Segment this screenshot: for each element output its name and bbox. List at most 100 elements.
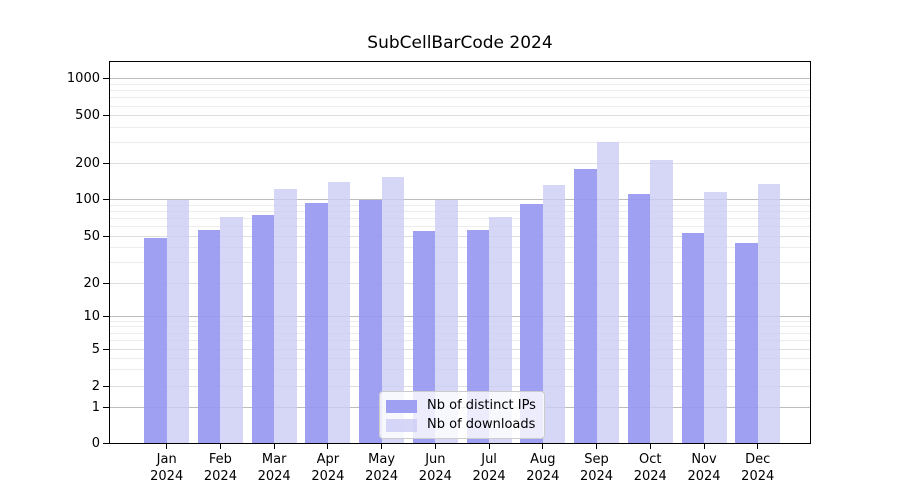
x-tick-month: Feb bbox=[208, 452, 232, 467]
bar-distinct-ips-oct bbox=[627, 194, 651, 443]
bar-downloads-oct bbox=[650, 160, 673, 443]
x-tick-label-mar: Mar 2024 bbox=[244, 451, 304, 485]
legend: Nb of distinct IPs Nb of downloads bbox=[379, 391, 545, 439]
grid-line bbox=[110, 340, 810, 342]
x-tick-year: 2024 bbox=[150, 469, 184, 484]
y-tick-mark bbox=[103, 78, 109, 80]
x-tick-year: 2024 bbox=[203, 469, 237, 484]
y-tick-label: 20 bbox=[83, 275, 100, 291]
legend-swatch-downloads bbox=[386, 418, 417, 432]
y-tick-mark bbox=[103, 282, 109, 284]
y-tick-label: 50 bbox=[83, 228, 100, 244]
grid-line bbox=[110, 349, 810, 350]
x-tick-label-sep: Sep 2024 bbox=[567, 451, 627, 485]
y-tick-mark bbox=[103, 115, 109, 117]
y-tick-mark bbox=[103, 385, 109, 387]
legend-label-downloads: Nb of downloads bbox=[427, 417, 536, 432]
grid-line bbox=[110, 235, 810, 237]
bar-distinct-ips-jun bbox=[412, 230, 436, 443]
x-tick-month: Sep bbox=[584, 452, 609, 467]
x-tick-month: Nov bbox=[691, 452, 717, 467]
grid-line bbox=[110, 199, 810, 201]
bar-distinct-ips-aug bbox=[520, 204, 543, 443]
x-tick-year: 2024 bbox=[257, 469, 291, 484]
legend-entry-distinct-ips: Nb of distinct IPs bbox=[386, 399, 538, 413]
x-tick-mark bbox=[381, 443, 383, 449]
legend-label-distinct-ips: Nb of distinct IPs bbox=[427, 398, 536, 413]
x-tick-month: Jun bbox=[425, 452, 446, 467]
bar-downloads-jan bbox=[166, 200, 190, 443]
y-tick-mark bbox=[103, 442, 109, 444]
grid-line bbox=[110, 315, 810, 317]
bar-downloads-may bbox=[381, 176, 405, 443]
grid-line bbox=[110, 84, 810, 86]
x-tick-month: Apr bbox=[316, 452, 340, 467]
x-tick-mark bbox=[703, 443, 705, 449]
x-tick-month: Aug bbox=[530, 452, 556, 467]
grid-line bbox=[110, 332, 810, 334]
x-tick-mark bbox=[219, 443, 221, 449]
legend-entry-downloads: Nb of downloads bbox=[386, 418, 538, 432]
bar-distinct-ips-may bbox=[359, 200, 382, 443]
y-tick-label: 100 bbox=[75, 192, 100, 208]
x-tick-label-jul: Jul 2024 bbox=[459, 451, 519, 485]
legend-swatch-distinct-ips bbox=[386, 399, 417, 413]
grid-line bbox=[110, 90, 810, 92]
x-tick-month: May bbox=[368, 452, 396, 467]
x-tick-mark bbox=[434, 443, 436, 449]
grid-line bbox=[110, 205, 810, 207]
y-tick-mark bbox=[103, 235, 109, 237]
grid-line bbox=[110, 357, 810, 359]
x-tick-year: 2024 bbox=[365, 469, 399, 484]
grid-line bbox=[110, 320, 810, 322]
x-tick-mark bbox=[166, 443, 168, 449]
bar-distinct-ips-jan bbox=[144, 237, 167, 443]
x-tick-month: Jan bbox=[156, 452, 177, 467]
grid-line bbox=[110, 226, 810, 228]
plot-area bbox=[109, 61, 811, 444]
y-tick-label: 200 bbox=[75, 155, 100, 171]
x-tick-month: Oct bbox=[639, 452, 662, 467]
x-tick-year: 2024 bbox=[741, 469, 775, 484]
grid-line bbox=[110, 385, 810, 387]
grid-line bbox=[110, 105, 810, 107]
x-tick-year: 2024 bbox=[633, 469, 667, 484]
bar-downloads-nov bbox=[704, 191, 727, 443]
bar-distinct-ips-nov bbox=[681, 233, 704, 443]
y-tick-mark bbox=[103, 199, 109, 201]
x-tick-month: Dec bbox=[745, 452, 771, 467]
x-tick-label-dec: Dec 2024 bbox=[728, 451, 788, 485]
y-tick-label: 5 bbox=[91, 342, 100, 357]
grid-line bbox=[110, 369, 810, 371]
x-tick-year: 2024 bbox=[472, 469, 506, 484]
bar-downloads-dec bbox=[757, 184, 781, 443]
x-tick-mark bbox=[327, 443, 329, 449]
y-tick-mark bbox=[103, 349, 109, 350]
x-tick-year: 2024 bbox=[579, 469, 614, 484]
grid-line bbox=[110, 162, 810, 164]
y-tick-label: 1 bbox=[91, 400, 100, 416]
y-tick-label: 1000 bbox=[66, 71, 100, 87]
bar-downloads-jul bbox=[489, 216, 512, 443]
y-tick-label: 10 bbox=[83, 308, 100, 324]
x-tick-label-may: May 2024 bbox=[352, 451, 412, 485]
grid-line bbox=[110, 115, 810, 117]
y-tick-label: 500 bbox=[75, 108, 100, 124]
grid-line bbox=[110, 97, 810, 99]
grid-line bbox=[110, 247, 810, 249]
x-tick-label-jun: Jun 2024 bbox=[405, 451, 465, 485]
x-tick-mark bbox=[488, 443, 490, 449]
bar-downloads-mar bbox=[274, 188, 297, 443]
bar-downloads-aug bbox=[542, 184, 566, 443]
grid-line bbox=[110, 78, 810, 80]
grid-line bbox=[110, 282, 810, 284]
bar-downloads-sep bbox=[596, 142, 620, 443]
x-tick-year: 2024 bbox=[687, 469, 721, 484]
x-tick-mark bbox=[273, 443, 275, 449]
bar-downloads-feb bbox=[220, 216, 243, 443]
chart-title: SubCellBarCode 2024 bbox=[367, 33, 553, 53]
grid-line bbox=[110, 218, 810, 220]
bar-distinct-ips-feb bbox=[197, 229, 221, 443]
y-tick-label: 2 bbox=[91, 378, 100, 394]
x-tick-year: 2024 bbox=[418, 469, 452, 484]
